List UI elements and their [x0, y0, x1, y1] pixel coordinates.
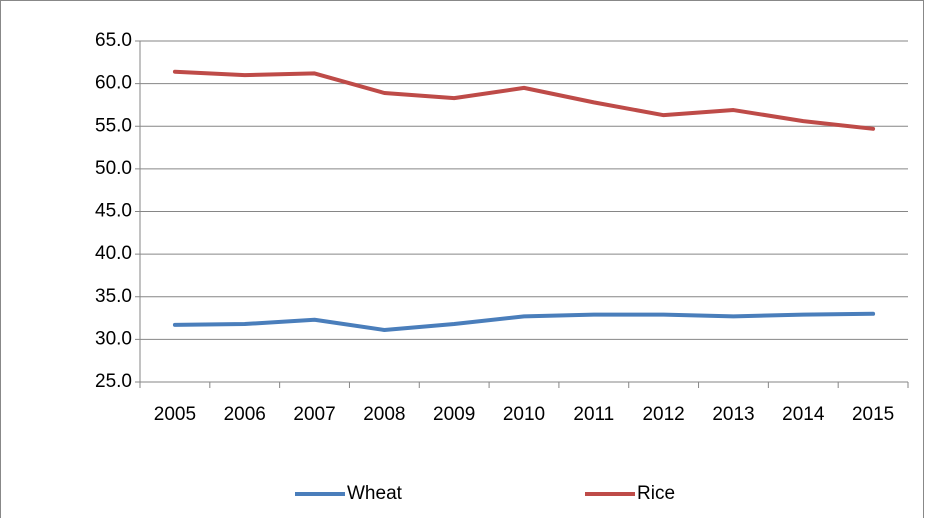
y-tick-label: 65.0: [95, 30, 132, 51]
y-tick-label: 50.0: [95, 158, 132, 179]
y-tick-label: 60.0: [95, 73, 132, 94]
x-tick-label: 2014: [782, 404, 825, 425]
y-tick-label: 30.0: [95, 328, 132, 349]
x-tick-label: 2015: [852, 404, 894, 425]
x-tick-label: 2009: [433, 404, 475, 425]
legend-label: Rice: [637, 483, 675, 504]
x-tick-label: 2010: [503, 404, 545, 425]
line-series: [172, 311, 876, 332]
x-tick-label: 2005: [154, 404, 196, 425]
y-tick-label: 25.0: [95, 371, 132, 392]
y-tick-label: 55.0: [95, 115, 132, 136]
line-series: [172, 69, 876, 131]
legend-label: Wheat: [347, 483, 403, 504]
x-tick-label: 2011: [573, 404, 614, 425]
x-tick-label: 2013: [712, 404, 754, 425]
x-tick-label: 2007: [293, 404, 335, 425]
x-tick-label: 2012: [642, 404, 684, 425]
y-tick-label: 45.0: [95, 201, 132, 222]
x-tick-label: 2006: [224, 404, 266, 425]
x-tick-label: 2008: [363, 404, 405, 425]
y-tick-label: 40.0: [95, 243, 132, 264]
y-tick-label: 35.0: [95, 286, 132, 307]
